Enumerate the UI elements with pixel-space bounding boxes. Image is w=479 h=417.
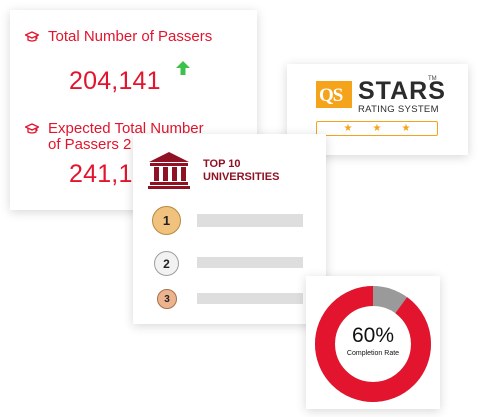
completion-label: Completion Rate [306, 350, 440, 357]
qs-logo: QS [316, 81, 352, 108]
graduation-cap-icon [25, 123, 39, 137]
star-icon: ★ [344, 124, 353, 134]
total-passers-row: Total Number of Passers [25, 29, 212, 45]
qs-logo-text: QS [319, 85, 342, 107]
total-passers-label: Total Number of Passers [48, 29, 212, 45]
total-passers-value: 204,141 [69, 67, 161, 96]
qs-star-rating: ★ ★ ★ [316, 121, 438, 136]
star-icon: ★ [373, 124, 382, 134]
top-universities-title-line2: UNIVERSITIES [203, 171, 279, 184]
top-universities-title-line1: TOP 10 [203, 158, 279, 171]
rank-1-medal: 1 [152, 206, 181, 235]
star-icon: ★ [401, 124, 410, 134]
university-building-icon [147, 151, 191, 189]
rank-3-bar [197, 293, 303, 304]
graduation-cap-icon [25, 31, 39, 45]
rank-2-bar [197, 257, 303, 268]
qs-trademark: TM [428, 76, 437, 82]
qs-subtitle: RATING SYSTEM [358, 104, 439, 115]
rank-1-bar [197, 214, 303, 227]
rank-3-medal: 3 [157, 289, 177, 309]
up-arrow-icon [175, 60, 191, 76]
rank-2-medal: 2 [154, 251, 179, 276]
completion-percent: 60% [306, 324, 440, 348]
completion-rate-card: 60% Completion Rate [306, 276, 440, 409]
top-universities-title: TOP 10 UNIVERSITIES [203, 158, 279, 184]
top-universities-card: TOP 10 UNIVERSITIES 1 2 3 [133, 134, 326, 324]
